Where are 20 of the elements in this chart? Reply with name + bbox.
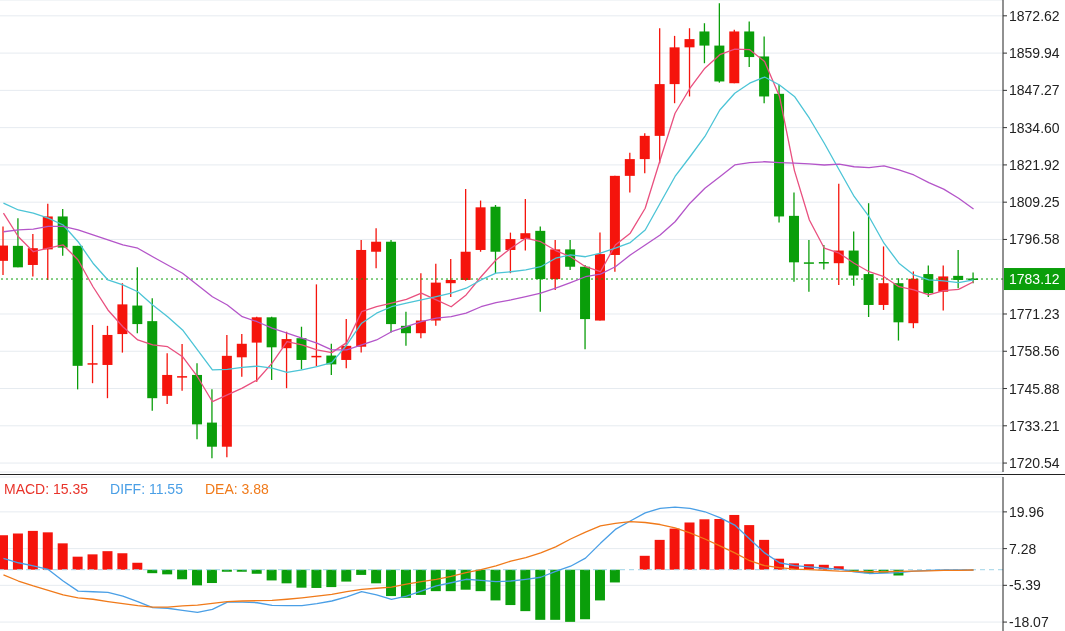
y-tick-label: 1859.94 bbox=[1009, 45, 1060, 62]
y-tick-label: 19.96 bbox=[1009, 503, 1045, 520]
y-tick-label: 1872.62 bbox=[1009, 7, 1060, 24]
y-tick-label: -5.39 bbox=[1009, 577, 1042, 594]
y-tick-label: 1796.58 bbox=[1009, 231, 1060, 248]
y-tick-label: 1834.60 bbox=[1009, 119, 1060, 136]
y-tick-label: -18.07 bbox=[1009, 614, 1049, 631]
y-tick-label: 1745.88 bbox=[1009, 380, 1060, 397]
y-tick-label: 1733.21 bbox=[1009, 417, 1060, 434]
y-tick-label: 7.28 bbox=[1009, 540, 1037, 557]
y-tick-label: 1758.56 bbox=[1009, 343, 1060, 360]
annotation: DIFF: 11.55 bbox=[110, 481, 183, 497]
y-tick-label: 1720.54 bbox=[1009, 455, 1060, 472]
y-tick-label: 1847.27 bbox=[1009, 82, 1060, 99]
y-tick-label: 1809.25 bbox=[1009, 194, 1060, 211]
y-tick-label: 1771.23 bbox=[1009, 305, 1060, 322]
ref-line-label: 1783.12 bbox=[1009, 271, 1060, 288]
annotation: DEA: 3.88 bbox=[204, 481, 269, 497]
y-tick-label: 1821.92 bbox=[1009, 156, 1060, 173]
annotation: MACD: 15.35 bbox=[4, 481, 89, 497]
